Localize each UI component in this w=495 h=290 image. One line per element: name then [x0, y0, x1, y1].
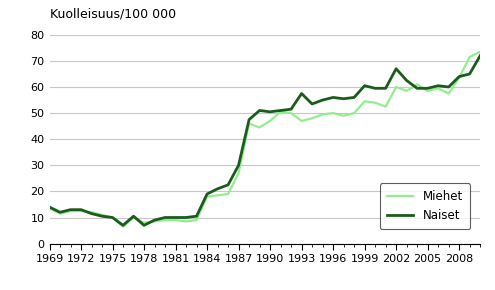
Miehet — [320, 113, 326, 116]
Miehet — [131, 216, 137, 219]
Miehet — [109, 216, 115, 219]
Naiset — [341, 97, 346, 101]
Naiset — [467, 72, 473, 76]
Naiset — [425, 86, 431, 90]
Miehet — [298, 119, 304, 123]
Miehet — [225, 192, 231, 196]
Miehet — [330, 111, 336, 115]
Naiset — [435, 84, 441, 88]
Naiset — [57, 211, 63, 214]
Naiset — [131, 215, 137, 218]
Miehet — [414, 83, 420, 86]
Miehet — [372, 101, 378, 104]
Naiset — [120, 224, 126, 227]
Miehet — [151, 220, 157, 223]
Naiset — [446, 85, 451, 89]
Naiset — [99, 215, 105, 218]
Miehet — [246, 122, 252, 125]
Miehet — [236, 171, 242, 175]
Naiset — [309, 102, 315, 106]
Miehet — [173, 218, 179, 222]
Naiset — [477, 54, 483, 57]
Naiset — [414, 86, 420, 90]
Miehet — [120, 225, 126, 229]
Naiset — [89, 212, 95, 215]
Miehet — [446, 92, 451, 95]
Miehet — [162, 218, 168, 222]
Naiset — [403, 79, 409, 82]
Miehet — [403, 89, 409, 93]
Naiset — [78, 208, 84, 211]
Line: Miehet: Miehet — [50, 52, 480, 227]
Miehet — [47, 206, 52, 210]
Miehet — [78, 209, 84, 213]
Naiset — [236, 164, 242, 167]
Miehet — [278, 110, 284, 113]
Naiset — [298, 92, 304, 95]
Naiset — [67, 208, 73, 211]
Naiset — [267, 110, 273, 113]
Miehet — [57, 212, 63, 215]
Miehet — [393, 85, 399, 89]
Naiset — [246, 118, 252, 121]
Miehet — [99, 213, 105, 217]
Miehet — [194, 218, 199, 222]
Miehet — [435, 86, 441, 90]
Miehet — [425, 89, 431, 93]
Naiset — [47, 205, 52, 209]
Naiset — [372, 86, 378, 90]
Miehet — [141, 221, 147, 224]
Naiset — [256, 109, 262, 112]
Naiset — [362, 84, 368, 88]
Miehet — [467, 55, 473, 59]
Naiset — [194, 215, 199, 218]
Naiset — [151, 218, 157, 222]
Miehet — [215, 194, 221, 197]
Naiset — [204, 192, 210, 196]
Line: Naiset: Naiset — [50, 56, 480, 225]
Miehet — [477, 50, 483, 54]
Text: Kuolleisuus/100 000: Kuolleisuus/100 000 — [50, 8, 176, 21]
Miehet — [362, 99, 368, 103]
Miehet — [341, 114, 346, 117]
Miehet — [456, 76, 462, 80]
Naiset — [109, 216, 115, 219]
Naiset — [183, 216, 189, 219]
Naiset — [393, 67, 399, 70]
Miehet — [67, 209, 73, 213]
Naiset — [351, 96, 357, 99]
Naiset — [225, 183, 231, 187]
Naiset — [141, 224, 147, 227]
Naiset — [288, 108, 294, 111]
Miehet — [204, 195, 210, 198]
Miehet — [256, 126, 262, 129]
Naiset — [330, 96, 336, 99]
Naiset — [162, 216, 168, 219]
Miehet — [89, 211, 95, 214]
Miehet — [288, 111, 294, 115]
Legend: Miehet, Naiset: Miehet, Naiset — [380, 183, 470, 229]
Miehet — [351, 111, 357, 115]
Naiset — [173, 216, 179, 219]
Naiset — [215, 187, 221, 191]
Naiset — [456, 75, 462, 78]
Miehet — [267, 119, 273, 123]
Miehet — [309, 117, 315, 120]
Naiset — [320, 98, 326, 102]
Naiset — [278, 109, 284, 112]
Miehet — [183, 220, 189, 223]
Naiset — [383, 86, 389, 90]
Miehet — [383, 105, 389, 108]
